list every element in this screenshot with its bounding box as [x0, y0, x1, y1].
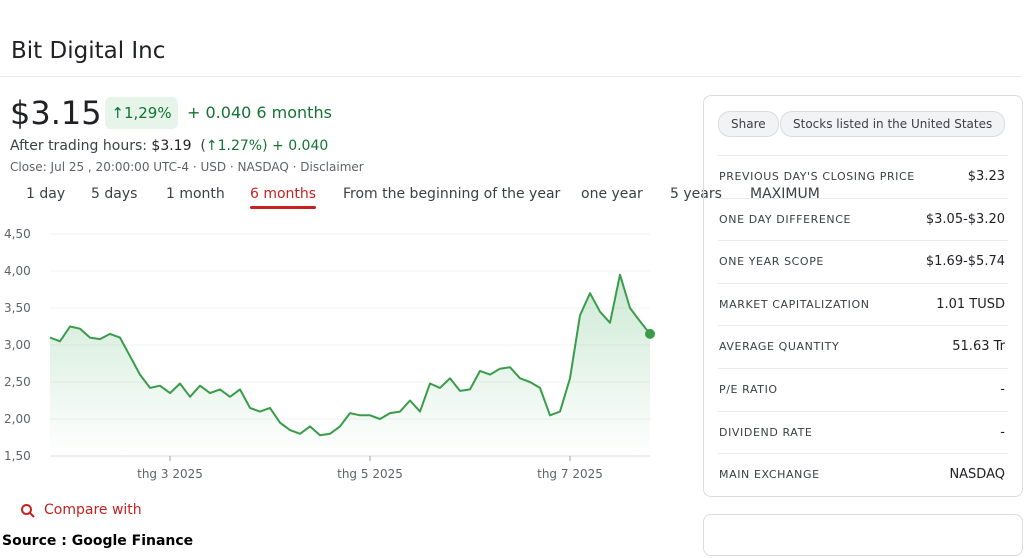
price: $3.15	[10, 94, 102, 132]
stat-value: $3.05-$3.20	[925, 211, 1005, 227]
after-price: $3.19	[151, 138, 192, 154]
row-divider	[718, 155, 1008, 156]
row-divider	[718, 410, 1008, 412]
change-pct: 1,29%	[123, 104, 172, 122]
y-tick-label: 4,50	[4, 227, 31, 241]
stat-value: 51.63 Tr	[952, 339, 1005, 355]
after-pct: 1.27%)	[217, 138, 268, 154]
y-tick-label: 3,00	[4, 338, 31, 352]
after-abs: + 0.040	[272, 138, 329, 154]
stat-label: AVERAGE QUANTITY	[719, 340, 840, 354]
after-open: (	[200, 138, 206, 154]
y-tick-label: 4,00	[4, 264, 31, 278]
stat-value: -	[1000, 382, 1005, 397]
x-tick-label: thg 7 2025	[537, 467, 603, 481]
search-icon[interactable]	[20, 503, 36, 523]
stat-value: -	[1000, 424, 1005, 440]
tab-underline	[250, 206, 317, 209]
y-tick-label: 3,50	[4, 301, 31, 315]
stat-value: $3.23	[967, 169, 1005, 184]
source: Source : Google Finance	[2, 533, 194, 549]
stat-value: NASDAQ	[949, 467, 1005, 483]
stats-card	[703, 95, 1023, 497]
next-card	[703, 514, 1023, 556]
chip[interactable]: Share	[718, 111, 779, 137]
row-divider	[718, 325, 1008, 327]
stat-value: $1.69-$5.74	[925, 254, 1005, 270]
tab[interactable]: 5 years	[670, 186, 722, 202]
stat-label: MARKET CAPITALIZATION	[719, 297, 870, 311]
after-arrow: ↑	[205, 138, 218, 154]
row-divider	[718, 282, 1008, 284]
stat-label: DIVIDEND RATE	[719, 425, 813, 439]
tab[interactable]: one year	[581, 186, 643, 202]
compare-link[interactable]: Compare with	[44, 502, 142, 518]
stat-label: ONE DAY DIFFERENCE	[719, 212, 852, 226]
stat-value: 1.01 TUSD	[936, 296, 1005, 312]
tab[interactable]: From the beginning of the year	[343, 186, 561, 202]
tab[interactable]: 5 days	[91, 186, 138, 202]
change-line: + 0.040 6 months	[187, 103, 332, 122]
row-divider	[718, 368, 1008, 369]
arrow-icon: ↑	[111, 104, 124, 122]
tab[interactable]: 6 months	[250, 186, 317, 209]
stat-label: ONE YEAR SCOPE	[719, 255, 824, 269]
tab[interactable]: 1 month	[166, 186, 225, 202]
stat-label: P/E RATIO	[719, 383, 778, 396]
y-tick-label: 2,50	[4, 375, 31, 389]
price-line	[49, 273, 651, 437]
chip[interactable]: Stocks listed in the United States	[780, 111, 1006, 137]
y-tick-label: 1,50	[4, 449, 31, 463]
x-tick-label: thg 3 2025	[137, 467, 203, 481]
change-abs: + 0.040	[187, 103, 252, 122]
stock-title: Bit Digital Inc	[11, 38, 166, 64]
stat-label: MAIN EXCHANGE	[719, 468, 820, 482]
tab[interactable]: 1 day	[26, 186, 66, 202]
last-point	[645, 328, 655, 339]
change-period: 6 months	[256, 103, 332, 122]
row-divider	[718, 197, 1008, 199]
after-hours: After trading hours: $3.19 (↑1.27%) + 0.…	[10, 138, 328, 154]
close-info: Close: Jul 25 , 20:00:00 UTC-4 · USD · N…	[10, 160, 364, 174]
stat-label: PREVIOUS DAY'S CLOSING PRICE	[719, 170, 915, 183]
after-label: After trading hours:	[10, 138, 147, 154]
chart: 1,50 2,00 2,50 3,00 3,50 4,00 4,50 thg 3 2025 th…	[4, 227, 655, 481]
y-tick-label: 2,00	[4, 412, 31, 426]
x-tick-label: thg 5 2025	[337, 467, 403, 481]
row-divider	[718, 240, 1008, 242]
divider	[0, 76, 1022, 77]
row-divider	[718, 453, 1008, 455]
area	[50, 274, 650, 456]
change-chip: ↑1,29%	[105, 97, 178, 129]
